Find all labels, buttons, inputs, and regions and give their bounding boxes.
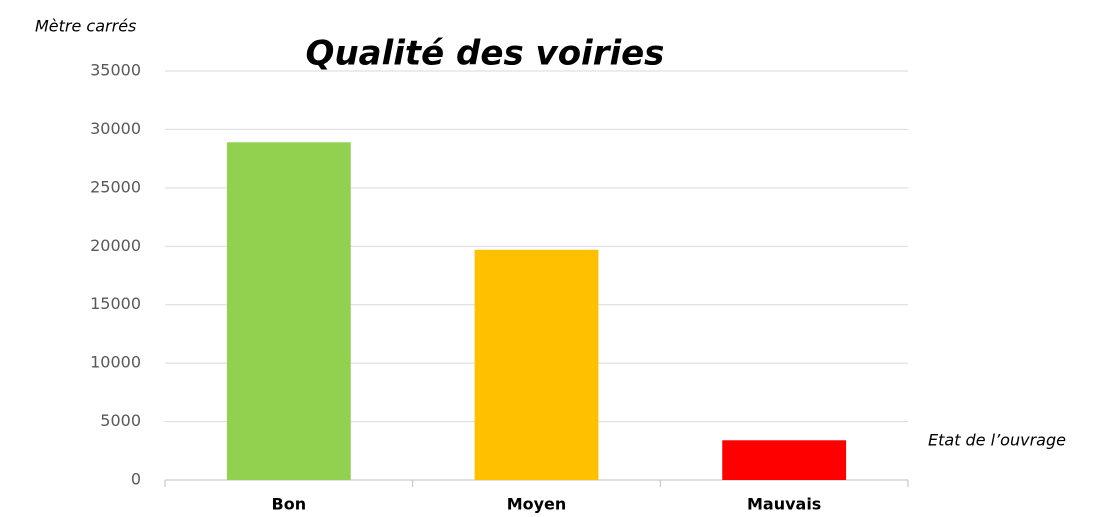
y-tick-label: 5000 bbox=[100, 411, 141, 430]
chart-title: Qualité des voiries bbox=[306, 34, 665, 74]
bar bbox=[474, 249, 599, 480]
y-tick-label: 15000 bbox=[90, 294, 141, 313]
x-tick-label: Bon bbox=[272, 495, 307, 514]
y-tick-label: 0 bbox=[131, 470, 141, 489]
y-tick-label: 30000 bbox=[90, 119, 141, 138]
y-tick-label: 35000 bbox=[90, 61, 141, 80]
x-tick-label: Moyen bbox=[507, 495, 567, 514]
x-tick-label: Mauvais bbox=[747, 495, 821, 514]
bar bbox=[722, 440, 847, 480]
y-tick-label: 25000 bbox=[90, 177, 141, 196]
y-tick-label: 20000 bbox=[90, 236, 141, 255]
bar bbox=[226, 142, 351, 481]
y-axis-title: Mètre carrés bbox=[35, 17, 136, 36]
x-axis-title: Etat de l’ouvrage bbox=[928, 431, 1066, 450]
y-tick-label: 10000 bbox=[90, 353, 141, 372]
